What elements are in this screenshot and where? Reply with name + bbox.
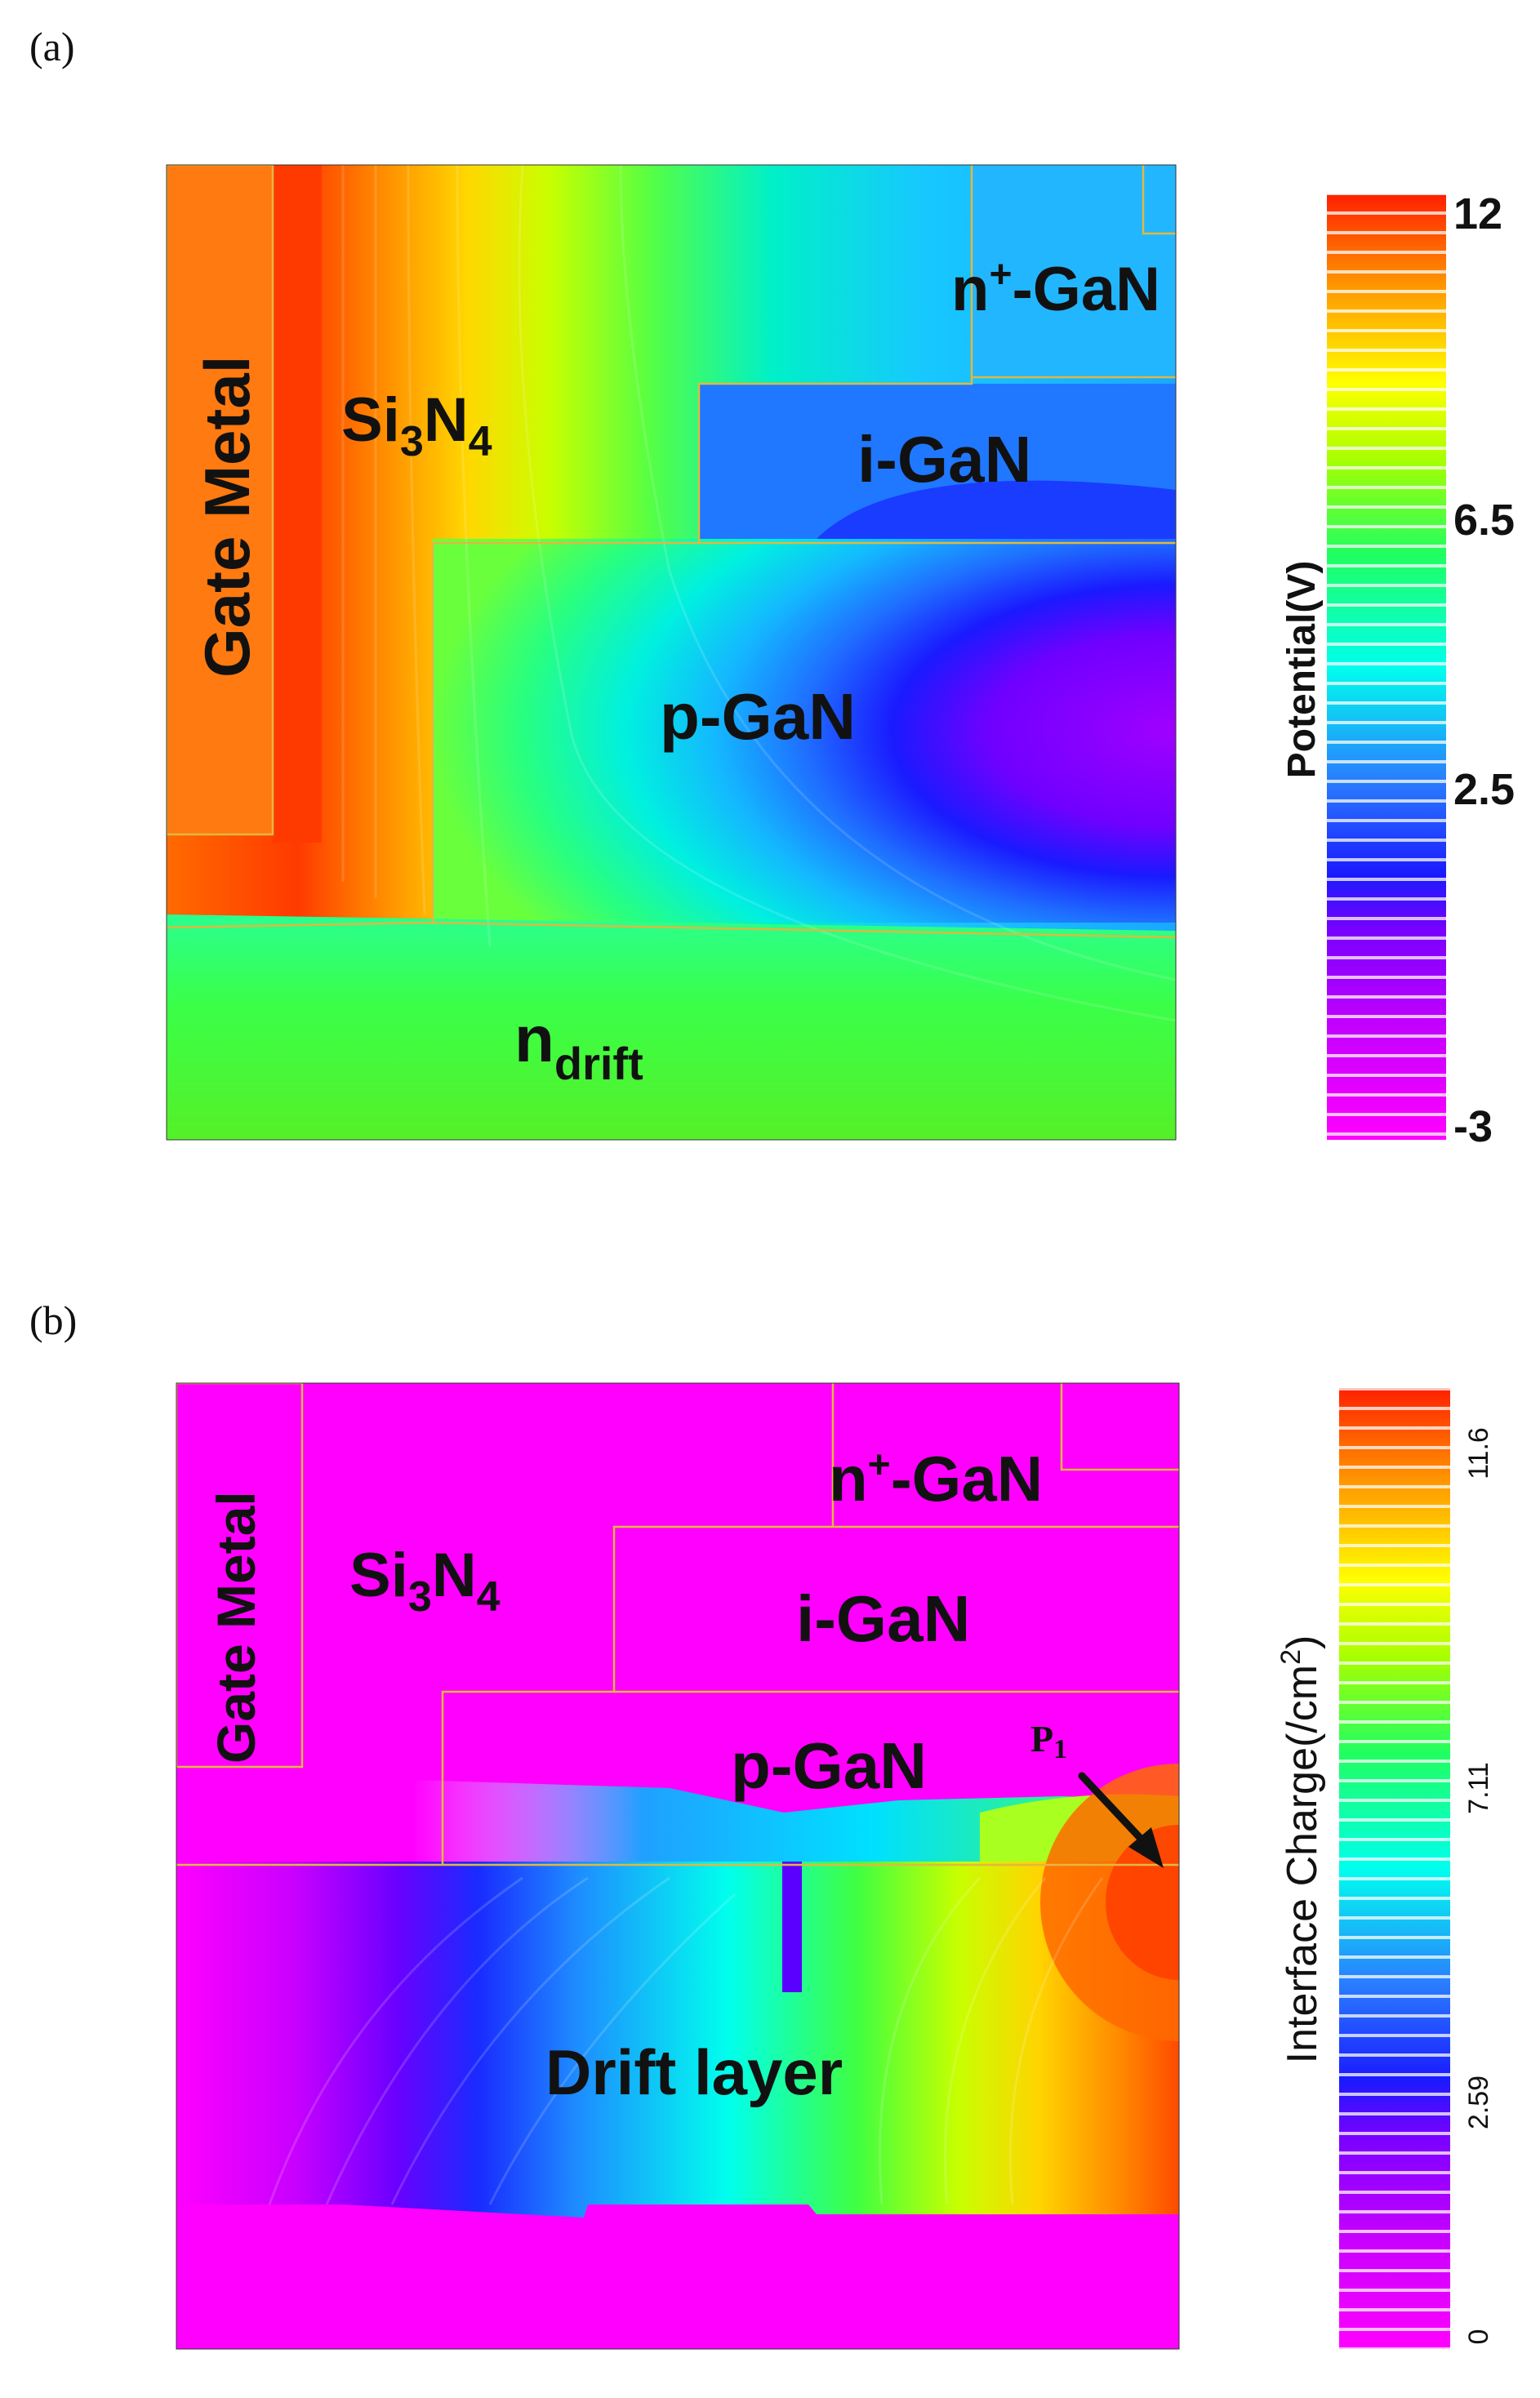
label-a-si3n4: Si3N4 [341,385,492,465]
colorbar-b-tick-2.59: 2.59 [1463,2075,1494,2129]
label-b-p1-base: P [1030,1718,1053,1760]
colorbar-a-stripes [1327,194,1446,1140]
colorbar-b-title: Interface Charge(/cm2) [1275,1635,1326,2064]
panel-b-label: (b) [29,1297,78,1343]
label-b-si3n4: Si3N4 [349,1541,501,1621]
panel-a-boundaries [167,165,1176,939]
label-a-ndrift-sub: drift [554,1038,643,1089]
igan-bottom-contour [817,480,1176,539]
label-b-nplus-n: n [829,1443,868,1515]
colorbar-a-tick-6.5: 6.5 [1453,496,1515,545]
label-b-si3n4-base: Si [349,1541,408,1610]
label-a-i-gan: i-GaN [857,423,1031,496]
gate-metal-edge [273,165,322,843]
label-a-nplus-rest: -GaN [1012,255,1160,324]
panel-a-contours [341,165,1176,1022]
nplus-potential-region [972,165,1176,377]
pgan-potential-region [433,539,1176,923]
colorbar-b-title-sup: 2 [1275,1649,1306,1665]
label-a-ndrift: ndrift [514,1003,643,1089]
label-b-si3n4-n: N [432,1541,477,1610]
label-b-gate-metal: Gate Metal [206,1491,266,1764]
panel-a-colorbar: Potential(V) 12 6.5 2.5 -3 [1280,189,1515,1151]
label-b-drift-layer: Drift layer [545,2036,843,2108]
label-b-p1: P1 [1030,1718,1067,1764]
panel-b-colorbar: Interface Charge(/cm2) 11.6 7.11 2.59 0 [1275,1388,1494,2349]
label-a-si3n4-n: N [424,385,469,455]
label-a-si3n4-base: Si [341,385,400,455]
label-b-p1-sub: 1 [1053,1734,1067,1764]
panel-a-plot [167,165,1176,1140]
colorbar-a-tick-2.5: 2.5 [1453,765,1515,814]
label-b-si3n4-sub2: 4 [477,1573,501,1621]
label-b-i-gan: i-GaN [796,1582,970,1655]
colorbar-a-title: Potential(V) [1280,561,1324,779]
label-a-si3n4-sub2: 4 [469,418,492,465]
panel-b-contours [268,1876,1104,2205]
p1-arrow [1078,1772,1164,1868]
label-a-nplus-gan: n+-GaN [951,253,1160,324]
colorbar-b-tick-7.11: 7.11 [1463,1762,1494,1814]
colorbar-a-tick-neg3: -3 [1453,1102,1493,1151]
label-a-ndrift-base: n [514,1003,554,1075]
colorbar-a-tick-12: 12 [1453,189,1502,238]
label-a-nplus-n: n [951,255,989,324]
label-b-nplus-sup: + [868,1444,891,1487]
label-b-nplus-gan: n+-GaN [829,1443,1043,1515]
drift-layer-charge-region [176,1862,1179,2218]
panel-b-boundaries [176,1383,1179,1866]
label-a-si3n4-sub1: 3 [400,418,424,465]
label-b-nplus-rest: -GaN [891,1443,1043,1515]
label-a-gate-metal: Gate Metal [191,356,263,678]
ndrift-potential-region [167,914,1176,1140]
colorbar-b-title-end: ) [1279,1635,1326,1649]
colorbar-b-tick-11.6: 11.6 [1463,1427,1494,1479]
label-b-p-gan: p-GaN [731,1729,927,1802]
colorbar-b-tick-0: 0 [1463,2329,1494,2345]
panel-a-frame [166,164,1177,1141]
colorbar-b-stripes [1339,1388,1450,2349]
panel-a-label: (a) [29,24,75,69]
colorbar-b-title-base: Interface Charge(/cm [1279,1665,1326,2063]
gate-metal-region [167,165,273,834]
panel-b-frame [176,1382,1180,2350]
label-b-si3n4-sub1: 3 [408,1573,432,1621]
panel-b-plot [176,1383,1179,2349]
label-a-p-gan: p-GaN [660,680,856,753]
drift-cut-dark [782,1862,802,1992]
label-a-nplus-sup: + [989,253,1012,296]
